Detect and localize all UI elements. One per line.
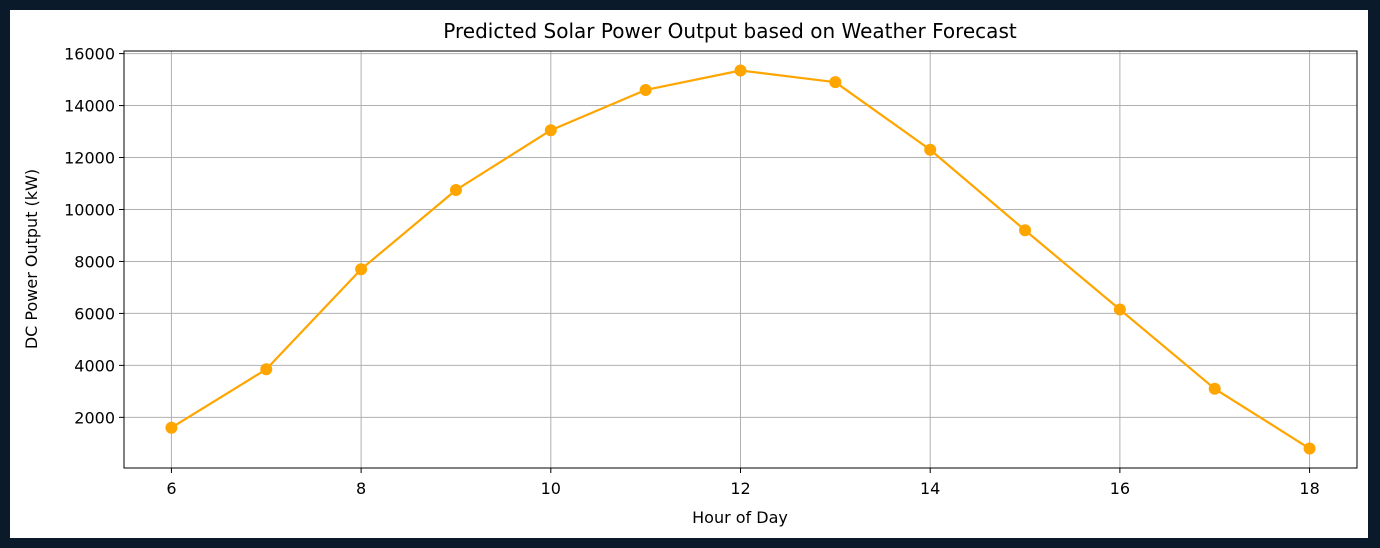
chart-figure: Predicted Solar Power Output based on We… — [10, 10, 1368, 538]
data-point-marker — [734, 64, 747, 77]
x-tick-label: 8 — [356, 479, 366, 498]
x-axis-ticks: 6 8 10 12 14 16 18 — [166, 468, 1320, 498]
data-point-marker — [1113, 303, 1126, 316]
line-chart: Predicted Solar Power Output based on We… — [22, 19, 1358, 527]
y-tick-label: 8000 — [74, 252, 115, 271]
x-tick-label: 16 — [1110, 479, 1130, 498]
x-axis-label: Hour of Day — [692, 508, 788, 527]
y-tick-label: 16000 — [64, 45, 115, 64]
data-point-marker — [639, 83, 652, 96]
y-tick-label: 6000 — [74, 304, 115, 323]
y-tick-label: 10000 — [64, 200, 115, 219]
y-tick-label: 14000 — [64, 97, 115, 116]
x-tick-label: 10 — [541, 479, 561, 498]
data-point-marker — [165, 421, 178, 434]
grid-lines — [124, 51, 1357, 468]
series-line-group — [165, 64, 1316, 455]
y-tick-label: 4000 — [74, 356, 115, 375]
data-point-marker — [829, 76, 842, 89]
plot-area-frame — [123, 50, 1358, 469]
data-point-marker — [260, 363, 273, 376]
y-tick-label: 2000 — [74, 408, 115, 427]
x-tick-label: 18 — [1299, 479, 1319, 498]
data-point-marker — [449, 184, 462, 196]
data-point-marker — [1303, 442, 1316, 455]
data-point-marker — [1019, 224, 1032, 237]
chart-title: Predicted Solar Power Output based on We… — [443, 19, 1017, 43]
y-axis-label: DC Power Output (kW) — [22, 169, 41, 349]
y-tick-label: 12000 — [64, 149, 115, 168]
data-point-marker — [1208, 382, 1221, 395]
data-point-marker — [355, 263, 368, 276]
x-tick-label: 14 — [920, 479, 940, 498]
y-axis-ticks: 2000 4000 6000 8000 10000 12000 14000 16000 — [64, 45, 124, 427]
data-point-marker — [544, 124, 557, 137]
x-tick-label: 6 — [166, 479, 176, 498]
data-point-marker — [924, 143, 937, 156]
x-tick-label: 12 — [730, 479, 750, 498]
